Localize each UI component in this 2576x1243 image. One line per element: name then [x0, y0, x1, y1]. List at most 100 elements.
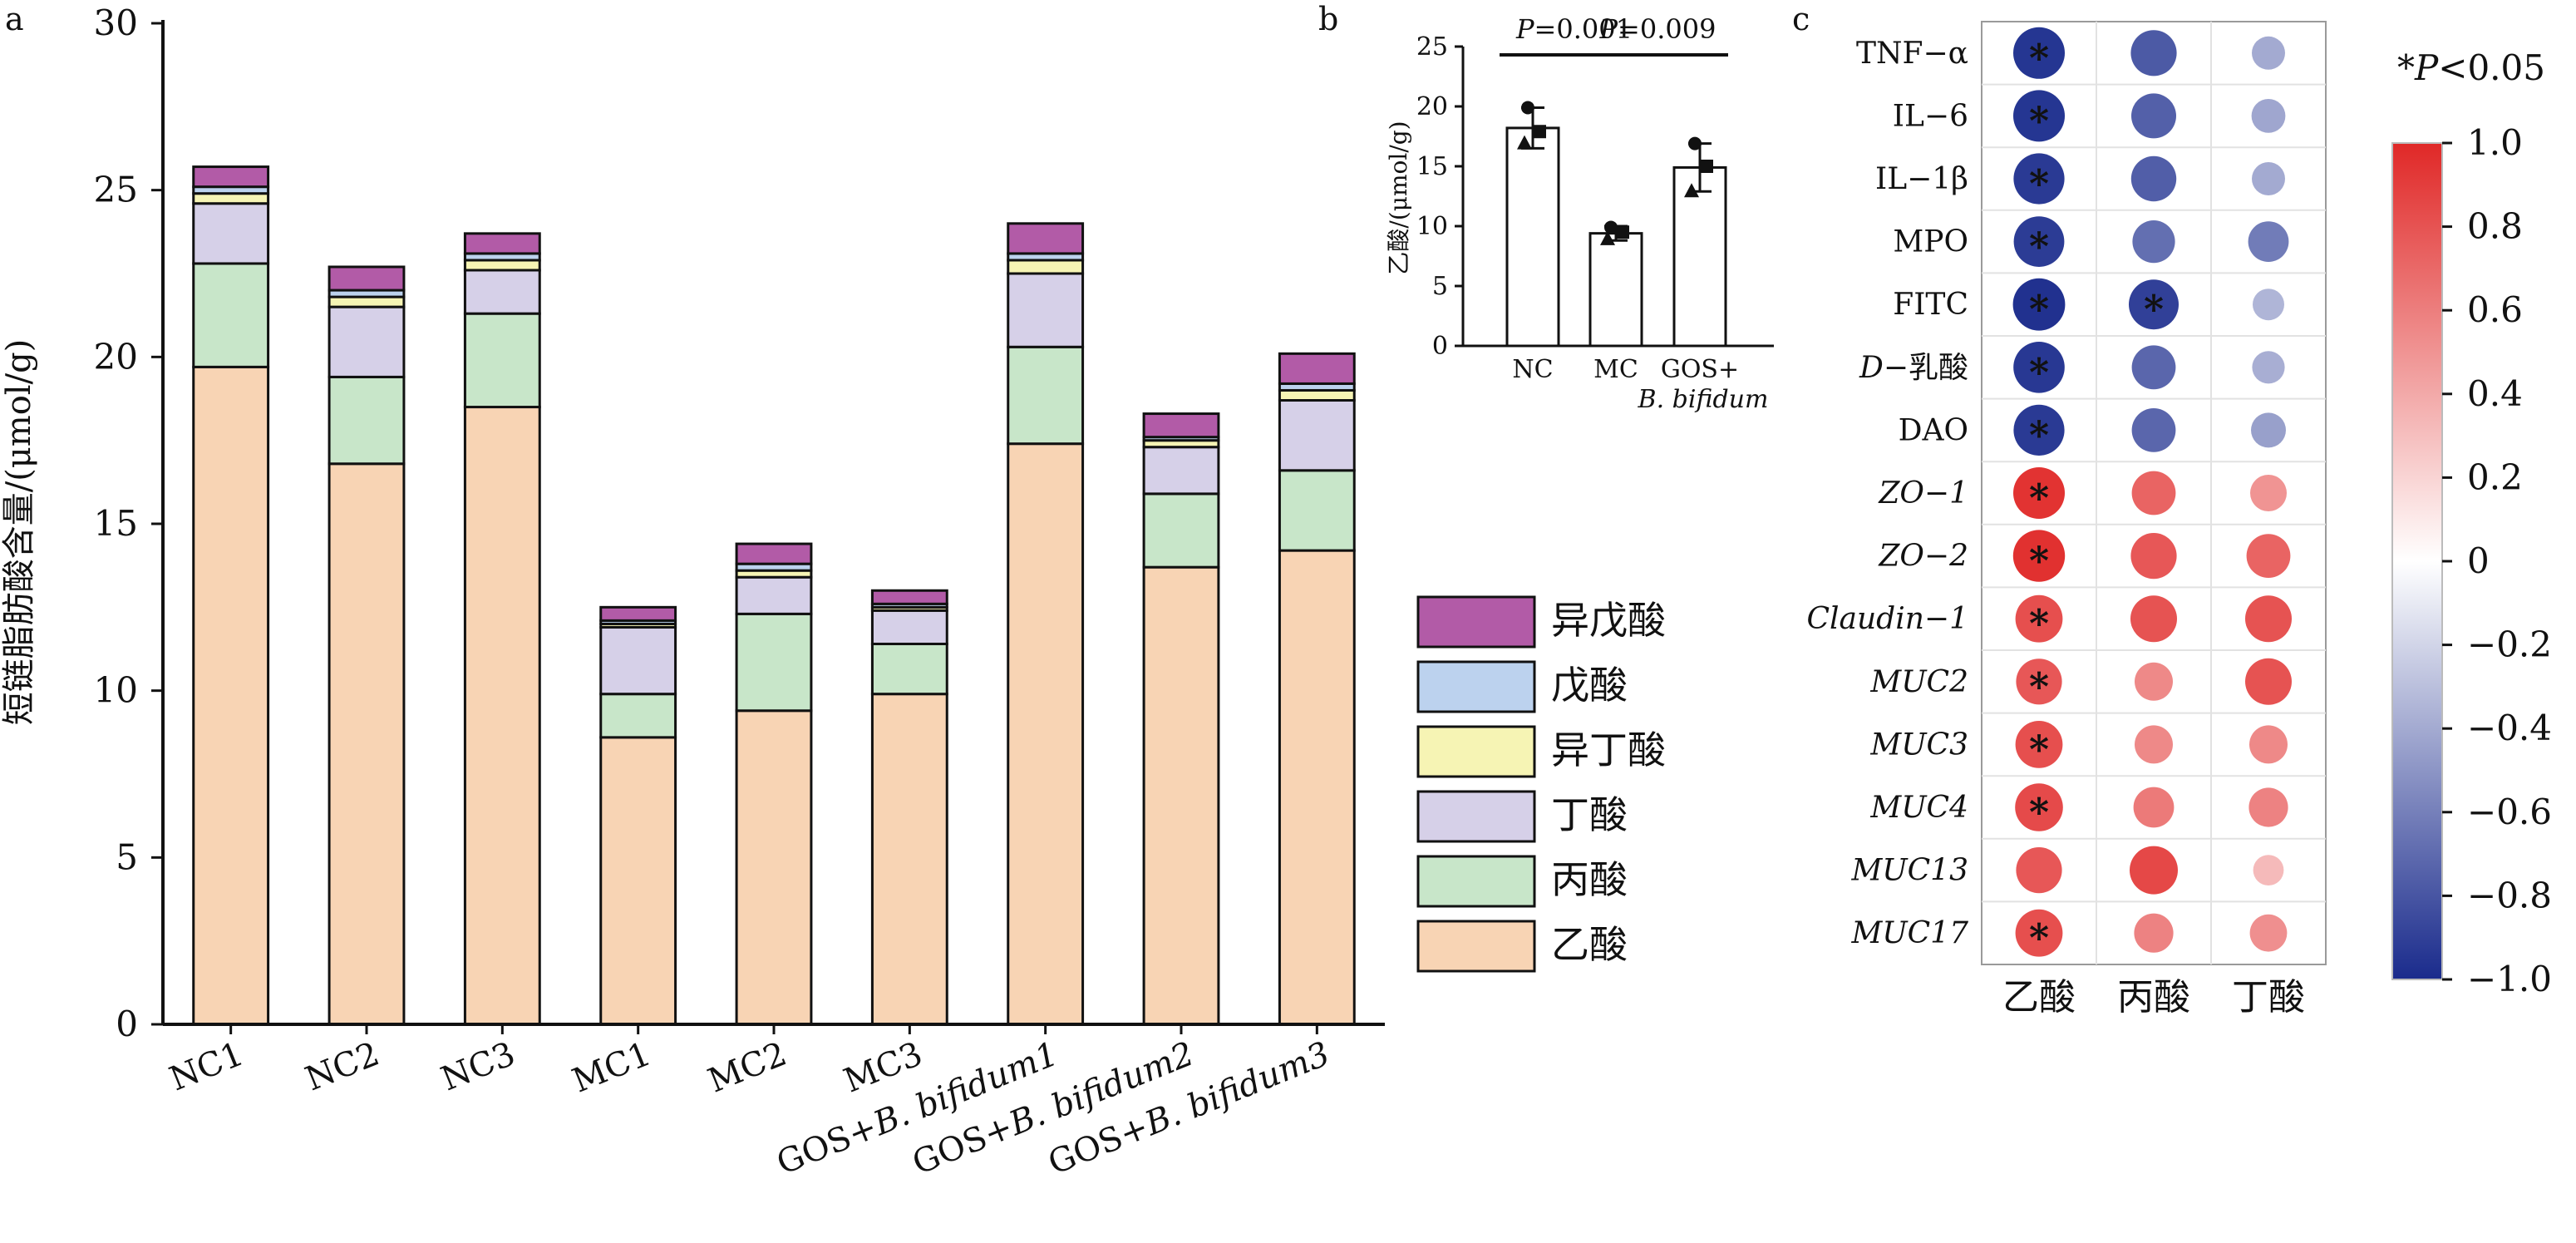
bar-segment-1-7 [1142, 492, 1220, 569]
data-point-1-0 [1604, 220, 1618, 234]
bar-1 [1588, 232, 1643, 348]
heatmap-dot-5-0 [2013, 342, 2065, 393]
bar-segment-5-3 [599, 605, 677, 622]
significance-star-9-0: * [2029, 601, 2049, 646]
significance-star-10-0: * [2029, 664, 2049, 709]
row-label-13: MUC13 [1850, 854, 1968, 888]
y-tick-label-5: 25 [94, 170, 138, 210]
row-label-14: MUC17 [1850, 916, 1968, 950]
colorbar-tick-label-4: 0.2 [2467, 456, 2523, 497]
heatmap-dot-14-0 [2015, 909, 2063, 957]
colorbar-tick-label-3: 0.4 [2467, 373, 2523, 414]
heatmap-dot-6-1 [2131, 408, 2176, 452]
bar-segment-1-5 [870, 642, 948, 696]
heatmap-dot-14-1 [2134, 913, 2174, 953]
heatmap-dot-9-2 [2245, 595, 2292, 643]
heatmap-dot-12-0 [2015, 783, 2063, 831]
bar-segment-1-3 [599, 693, 677, 739]
y-tick-label-4: 20 [1416, 92, 1448, 121]
legend-label-0: 异戊酸 [1551, 598, 1666, 643]
bar-segment-5-5 [870, 589, 948, 605]
legend-swatch-4 [1416, 855, 1536, 908]
row-label-1: IL−6 [1893, 99, 1968, 133]
bar-segment-3-6 [1007, 259, 1085, 275]
panel-a-y-axis-label: 短链脂肪酸含量/(μmol/g) [0, 339, 38, 726]
heatmap-dot-4-2 [2253, 289, 2284, 321]
heatmap-dot-10-2 [2245, 658, 2292, 705]
heatmap-dot-1-2 [2251, 98, 2286, 133]
bar-segment-5-8 [1278, 352, 1356, 385]
heatmap-dot-7-0 [2013, 467, 2065, 519]
bar-segment-5-2 [463, 232, 541, 255]
column-label-1: 丙酸 [2117, 976, 2190, 1019]
panel-letter-c: c [1792, 1, 1810, 37]
bar-segment-0-1 [328, 462, 406, 1026]
legend-swatch-0 [1416, 595, 1536, 649]
panel-a-bars [192, 165, 1356, 1026]
significance-star-3-0: * [2029, 224, 2049, 269]
bar-segment-0-8 [1278, 549, 1356, 1026]
bar-segment-5-0 [192, 165, 270, 189]
heatmap-dot-2-1 [2130, 155, 2177, 202]
bar-segment-1-4 [735, 612, 813, 713]
heatmap-dot-8-1 [2130, 533, 2177, 580]
heatmap-dot-4-1 [2129, 279, 2179, 330]
legend-label-3: 丁酸 [1551, 792, 1628, 837]
significance-star-4-0: * [2029, 287, 2049, 332]
heatmap-dot-3-2 [2248, 221, 2289, 262]
significance-star-12-0: * [2029, 790, 2049, 835]
legend-label-1: 戊酸 [1551, 663, 1628, 708]
data-point-2-0 [1688, 136, 1702, 150]
y-tick-label-2: 10 [1416, 212, 1448, 241]
row-label-0: TNF−α [1856, 37, 1968, 71]
colorbar-tick-label-5: 0 [2467, 540, 2490, 581]
legend-label-4: 丙酸 [1551, 857, 1628, 902]
bar-segment-5-1 [328, 265, 406, 292]
heatmap-dot-0-1 [2130, 30, 2177, 76]
legend-swatch-3 [1416, 790, 1536, 843]
y-tick-label-1: 5 [116, 836, 138, 877]
x-tick-label-0: NC1 [165, 1035, 249, 1099]
significance-star-4-1: * [2144, 287, 2164, 332]
bar-0 [1505, 126, 1560, 348]
heatmap-dot-10-0 [2016, 658, 2062, 705]
bar-segment-2-6 [1007, 272, 1085, 348]
data-point-1-2 [1600, 230, 1615, 245]
data-point-0-2 [1517, 135, 1532, 150]
heatmap-dot-0-2 [2252, 36, 2285, 70]
heatmap-dot-13-2 [2253, 855, 2284, 885]
significance-star-0-0: * [2029, 36, 2049, 81]
y-tick-label-0: 0 [116, 1004, 138, 1044]
bar-segment-0-6 [1007, 442, 1085, 1026]
bar-2 [1672, 165, 1727, 348]
y-tick-label-0: 0 [1432, 332, 1448, 361]
bar-segment-5-6 [1007, 222, 1085, 255]
significance-note: *P<0.05 [2397, 47, 2545, 88]
bar-segment-0-5 [870, 693, 948, 1026]
colorbar-tick-label-6: −0.2 [2467, 624, 2552, 665]
y-tick-label-3: 15 [94, 503, 138, 544]
heatmap-dot-11-0 [2015, 721, 2063, 768]
bar-segment-2-7 [1142, 446, 1220, 496]
heatmap-dot-9-0 [2015, 594, 2063, 643]
panel-letter-b: b [1318, 1, 1338, 37]
bar-segment-3-2 [463, 259, 541, 272]
heatmap-dot-12-2 [2248, 787, 2288, 827]
heatmap-dot-2-2 [2252, 162, 2285, 195]
bar-segment-2-1 [328, 305, 406, 378]
heatmap-dot-8-0 [2012, 530, 2066, 582]
heatmap-dot-3-0 [2013, 216, 2065, 267]
row-label-4: FITC [1893, 288, 1968, 322]
data-point-2-2 [1684, 183, 1699, 198]
panel-b-plot: NC MC GOS+B. bifidum 0 5 10 15 20 25 P=0.001P=0.0… [1416, 13, 1774, 414]
legend-swatch-5 [1416, 920, 1536, 973]
bar-segment-3-8 [1278, 388, 1356, 402]
x-tick-label-1: NC2 [300, 1035, 385, 1099]
colorbar-tick-label-8: −0.6 [2467, 792, 2552, 832]
heatmap-dot-1-0 [2013, 90, 2065, 142]
column-label-0: 乙酸 [2002, 976, 2076, 1019]
legend-label-5: 乙酸 [1551, 922, 1628, 967]
heatmap-frame [1981, 21, 2327, 965]
heatmap-dot-13-0 [2016, 847, 2062, 894]
